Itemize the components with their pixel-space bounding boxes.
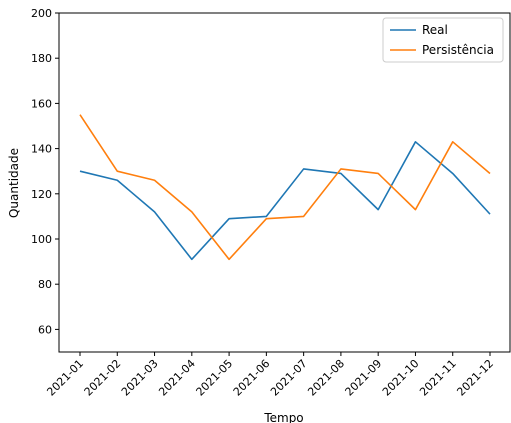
x-tick-label: 2021-02 [82, 357, 124, 399]
series-line-1 [79, 141, 491, 261]
x-tick-label: 2021-08 [305, 357, 347, 399]
x-tick-label: 2021-05 [194, 357, 236, 399]
x-tick-label: 2021-03 [119, 357, 161, 399]
y-tick-label: 140 [31, 143, 52, 156]
y-axis: 60 80 100 120 140 160 180 200 [31, 7, 59, 336]
x-tick-label: 2021-04 [156, 357, 198, 399]
x-tick-label: 2021-12 [454, 357, 496, 399]
x-tick-label: 2021-07 [268, 357, 310, 399]
y-tick-label: 120 [31, 188, 52, 201]
legend-box [382, 17, 504, 63]
x-tick-label: 2021-09 [343, 357, 385, 399]
y-tick-label: 160 [31, 97, 52, 110]
y-tick-label: 80 [38, 278, 52, 291]
y-axis-title: Quantidade [7, 148, 21, 218]
series-layer [79, 114, 491, 261]
x-axis: 2021-012021-022021-032021-042021-052021-… [44, 352, 496, 399]
legend: Real Persistência [382, 17, 504, 63]
x-tick-label: 2021-01 [44, 357, 86, 399]
legend-label: Persistência [422, 43, 494, 57]
y-tick-label: 200 [31, 7, 52, 20]
x-tick-label: 2021-10 [380, 357, 422, 399]
y-tick-label: 60 [38, 323, 52, 336]
x-tick-label: 2021-11 [417, 357, 459, 399]
y-tick-label: 100 [31, 233, 52, 246]
y-tick-label: 180 [31, 52, 52, 65]
x-tick-label: 2021-06 [231, 357, 273, 399]
legend-label: Real [422, 23, 448, 37]
plot-frame [58, 12, 511, 353]
series-line-2 [79, 114, 491, 261]
x-axis-title: Tempo [263, 411, 303, 423]
